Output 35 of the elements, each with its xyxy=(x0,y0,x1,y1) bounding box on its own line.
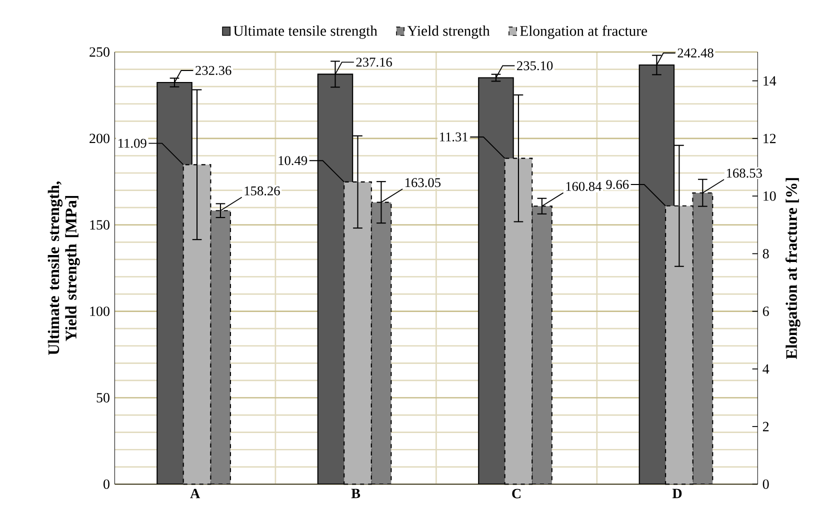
data-label: 9.66 xyxy=(606,180,629,189)
y-tick-label: 200 xyxy=(90,134,110,144)
data-label: 10.49 xyxy=(278,156,308,166)
data-label: 11.09 xyxy=(118,138,146,148)
data-label: 237.16 xyxy=(356,58,392,67)
y2-tick-label: 6 xyxy=(762,306,769,316)
data-label: 232.36 xyxy=(196,66,232,75)
y-axis-title: Ultimate tensile strength, Yield strength [MPa] xyxy=(48,181,80,355)
y2-tick-label: 14 xyxy=(764,76,776,86)
y2-tick-label: 8 xyxy=(762,248,769,258)
data-label: 163.05 xyxy=(406,178,441,188)
x-tick-label: D xyxy=(672,488,682,498)
y2-tick-label: 2 xyxy=(762,422,769,432)
y-tick-label: 50 xyxy=(96,392,110,402)
y-tick-label: 0 xyxy=(104,479,110,489)
legend-label: Yield strength xyxy=(407,25,490,39)
y2-tick-label: 4 xyxy=(762,364,770,374)
x-tick-label: A xyxy=(190,488,200,498)
data-label: 11.31 xyxy=(440,132,468,142)
y-tick-label: 250 xyxy=(90,47,110,57)
data-label: 242.48 xyxy=(678,48,714,58)
y2-tick-label: 0 xyxy=(762,479,769,489)
data-label: 235.10 xyxy=(517,61,553,70)
data-label: 158.26 xyxy=(244,186,280,196)
y-tick-label: 100 xyxy=(90,306,110,316)
y2-tick-label: 10 xyxy=(764,191,776,201)
x-tick-label: C xyxy=(512,488,521,498)
y-tick-label: 150 xyxy=(90,220,110,230)
x-tick-label: B xyxy=(351,488,360,498)
legend-label: Elongation at fracture xyxy=(520,25,648,39)
y2-tick-label: 12 xyxy=(764,134,776,143)
legend-label: Ultimate tensile strength xyxy=(234,25,378,39)
data-label: 168.53 xyxy=(726,168,762,178)
y2-axis-title: Elongation at fracture [%] xyxy=(786,178,800,359)
data-label: 160.84 xyxy=(566,182,602,191)
